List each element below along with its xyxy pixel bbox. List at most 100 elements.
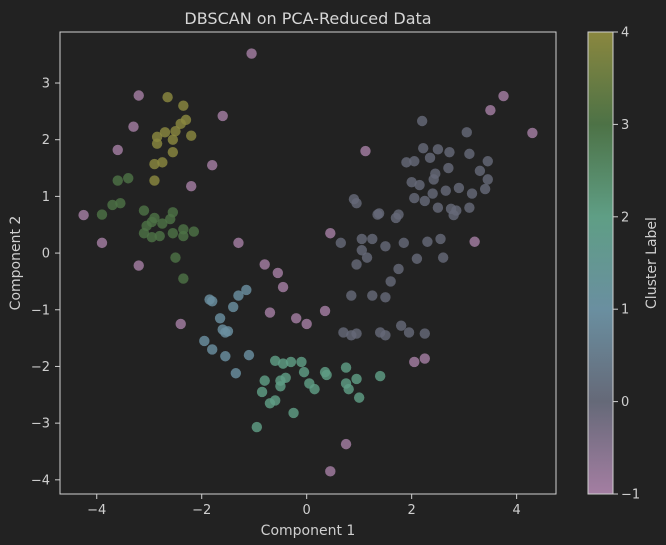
data-point xyxy=(393,209,404,220)
data-point xyxy=(432,202,444,213)
data-point xyxy=(115,197,126,209)
data-point xyxy=(427,188,438,199)
data-point xyxy=(482,156,493,167)
data-point xyxy=(269,355,281,366)
data-point xyxy=(207,344,218,355)
data-point xyxy=(340,362,352,373)
x-tick-label: 4 xyxy=(512,503,520,518)
chart-title: DBSCAN on PCA-Reduced Data xyxy=(184,9,431,28)
data-point xyxy=(309,383,320,395)
y-tick-label: 2 xyxy=(42,133,50,148)
data-point xyxy=(112,144,123,156)
data-point xyxy=(288,407,299,419)
data-point xyxy=(138,228,150,239)
data-point xyxy=(437,252,449,263)
data-point xyxy=(233,237,244,249)
colorbar-tick-label: 3 xyxy=(621,118,629,133)
data-point xyxy=(170,252,181,263)
data-point xyxy=(186,130,197,141)
data-point xyxy=(444,146,455,158)
data-point xyxy=(178,273,189,284)
y-tick-label: −3 xyxy=(31,417,50,432)
data-point xyxy=(466,188,478,199)
colorbar-tick-label: 0 xyxy=(621,395,629,410)
data-point xyxy=(527,127,538,139)
data-point xyxy=(356,233,367,245)
data-point xyxy=(453,182,465,194)
data-point xyxy=(241,284,252,296)
data-point xyxy=(482,174,493,185)
colorbar-tick-label: 1 xyxy=(621,303,629,318)
data-point xyxy=(264,307,276,318)
data-point xyxy=(128,121,139,132)
y-axis-label: Component 2 xyxy=(8,216,24,311)
data-point xyxy=(233,290,244,301)
data-point xyxy=(416,115,428,127)
data-point xyxy=(411,253,423,264)
data-point xyxy=(157,157,168,168)
data-point xyxy=(149,158,160,170)
data-point xyxy=(440,185,451,196)
y-tick-label: 0 xyxy=(42,247,50,262)
data-point xyxy=(374,370,386,382)
colorbar-gradient xyxy=(587,31,614,495)
data-point xyxy=(373,208,385,219)
y-tick-label: −2 xyxy=(31,360,50,375)
colorbar-tick-label: 4 xyxy=(621,26,629,41)
data-point xyxy=(461,127,472,138)
data-point xyxy=(175,118,186,130)
data-point xyxy=(419,328,430,339)
x-axis: −4 −2 0 2 4 xyxy=(87,494,521,518)
y-tick-label: −4 xyxy=(31,473,50,488)
data-point xyxy=(485,105,496,116)
data-point xyxy=(199,335,210,347)
data-point xyxy=(298,366,310,378)
data-point xyxy=(162,91,173,103)
data-point xyxy=(149,175,160,186)
data-point xyxy=(409,156,420,167)
data-point xyxy=(430,168,441,179)
data-point xyxy=(167,207,179,218)
data-point xyxy=(186,180,197,192)
x-tick-label: −4 xyxy=(87,503,106,518)
data-point xyxy=(167,146,179,158)
data-point xyxy=(301,318,312,330)
data-point xyxy=(346,290,357,301)
data-point xyxy=(230,368,242,379)
data-point xyxy=(380,241,391,252)
data-point xyxy=(133,260,144,271)
data-point xyxy=(395,320,407,331)
y-tick-label: 1 xyxy=(42,190,50,205)
data-point xyxy=(361,252,373,263)
data-point xyxy=(178,100,189,111)
data-point xyxy=(170,126,181,137)
data-point xyxy=(340,438,352,450)
data-point xyxy=(409,356,420,368)
data-point xyxy=(351,197,362,209)
data-point xyxy=(380,292,391,303)
data-point xyxy=(398,237,409,249)
data-point xyxy=(367,290,378,301)
data-point xyxy=(146,232,158,243)
colorbar-tick-label: −1 xyxy=(621,488,640,503)
data-point xyxy=(419,353,430,364)
data-point xyxy=(78,209,89,221)
data-point xyxy=(154,230,165,242)
data-point xyxy=(123,173,134,184)
data-point xyxy=(256,386,268,398)
data-point xyxy=(325,228,336,239)
data-point xyxy=(178,230,189,242)
data-point xyxy=(175,318,186,330)
data-point xyxy=(157,218,168,229)
y-tick-label: −1 xyxy=(31,303,50,318)
data-point xyxy=(133,90,144,101)
x-tick-label: −2 xyxy=(192,503,211,518)
data-point xyxy=(243,349,255,361)
x-axis-label: Component 1 xyxy=(261,523,356,539)
data-point xyxy=(285,356,297,368)
data-point xyxy=(443,162,454,174)
data-point xyxy=(325,466,336,477)
data-point xyxy=(422,236,433,247)
data-point xyxy=(393,263,404,275)
